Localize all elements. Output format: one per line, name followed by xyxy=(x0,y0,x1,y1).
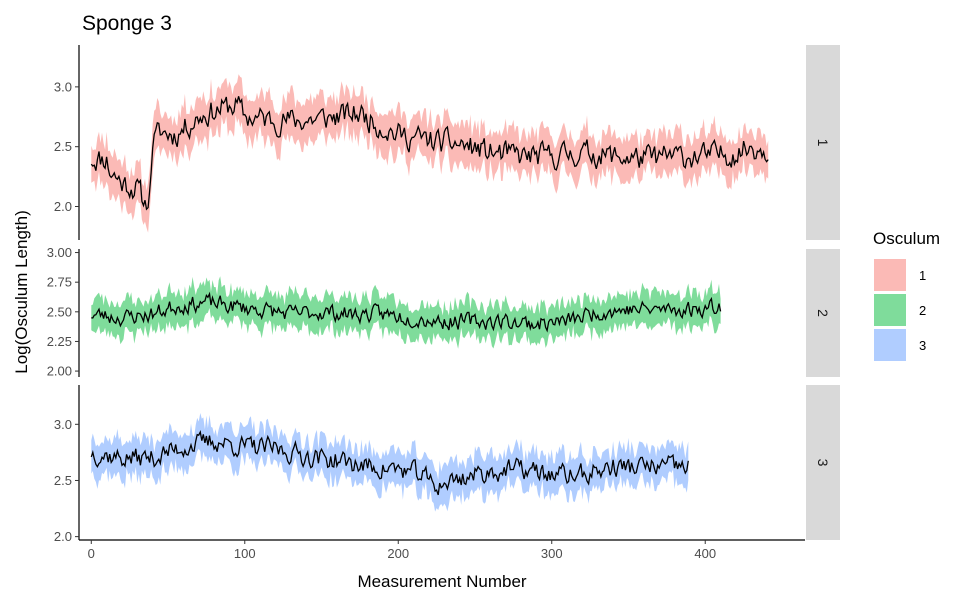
legend-label-3: 3 xyxy=(919,338,926,353)
series-line-osculum-2 xyxy=(91,291,722,333)
y-tick-label-1-1: 2.5 xyxy=(54,139,72,154)
facet-strip-2 xyxy=(806,249,840,377)
facet-strip-label-3: 3 xyxy=(815,459,831,467)
y-tick-label-1-2: 3.0 xyxy=(54,79,72,94)
y-tick-label-2-4: 3.00 xyxy=(47,245,72,260)
x-tick-label-1: 100 xyxy=(234,546,256,561)
x-axis-title: Measurement Number xyxy=(357,572,526,591)
facet-strip-3 xyxy=(806,385,840,540)
y-tick-label-3-1: 2.5 xyxy=(54,473,72,488)
series-line-osculum-3 xyxy=(90,429,689,496)
y-tick-label-1-0: 2.0 xyxy=(54,199,72,214)
facet-panel-3: 2.0 2.5 3.0 3 xyxy=(54,385,840,544)
facet-panels: 2.0 2.5 3.0 1 2.00 2.25 2.50 2.75 3.00 2 2.0 2.5 3.0… xyxy=(47,45,840,544)
x-tick-label-4: 400 xyxy=(694,546,716,561)
y-tick-label-2-0: 2.00 xyxy=(47,364,72,379)
series-line-osculum-1 xyxy=(90,96,769,211)
ribbon-osculum-1 xyxy=(91,74,769,233)
legend-label-2: 2 xyxy=(919,303,926,318)
ribbon-osculum-2 xyxy=(91,276,721,349)
facet-strip-label-1: 1 xyxy=(815,139,831,147)
legend-swatch-3 xyxy=(874,329,906,361)
legend: Osculum 1 2 3 xyxy=(873,229,940,361)
y-tick-label-2-3: 2.75 xyxy=(47,275,72,290)
legend-swatch-1 xyxy=(874,259,906,291)
y-tick-label-2-1: 2.25 xyxy=(47,334,72,349)
x-axis: 0 100 200 300 400 xyxy=(79,539,805,561)
legend-title: Osculum xyxy=(873,229,940,248)
y-tick-label-2-2: 2.50 xyxy=(47,304,72,319)
y-tick-label-3-0: 2.0 xyxy=(54,529,72,544)
legend-swatch-2 xyxy=(874,294,906,326)
legend-label-1: 1 xyxy=(919,268,926,283)
ribbon-osculum-3 xyxy=(91,413,689,512)
y-tick-label-3-2: 3.0 xyxy=(54,417,72,432)
facet-panel-2: 2.00 2.25 2.50 2.75 3.00 2 xyxy=(47,245,840,379)
facet-panel-1: 2.0 2.5 3.0 1 xyxy=(54,45,840,240)
facet-strip-label-2: 2 xyxy=(815,309,831,317)
x-tick-label-0: 0 xyxy=(88,546,95,561)
x-tick-label-2: 200 xyxy=(387,546,409,561)
x-tick-label-3: 300 xyxy=(541,546,563,561)
facet-strip-1 xyxy=(806,45,840,240)
y-axis-title: Log(Osculum Length) xyxy=(12,210,31,373)
chart-title: Sponge 3 xyxy=(82,12,172,35)
